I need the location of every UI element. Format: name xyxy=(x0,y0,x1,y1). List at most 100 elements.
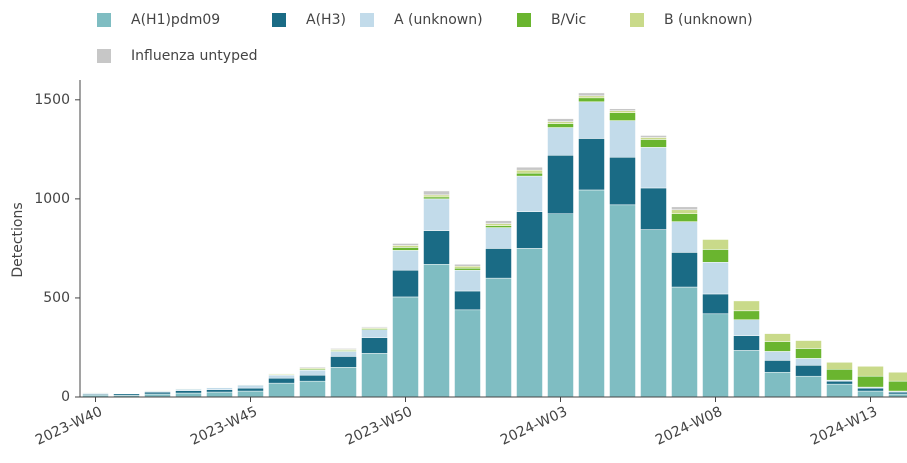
bar-segment xyxy=(206,391,233,398)
bar-segment xyxy=(361,353,388,398)
bar-segment xyxy=(423,264,450,398)
bar-segment xyxy=(671,213,698,222)
x-tick-label: 2023-W45 xyxy=(188,404,260,449)
bar-segment xyxy=(454,267,481,271)
bar-segment xyxy=(392,269,419,298)
bar-segment xyxy=(764,341,791,352)
bar-segment xyxy=(454,269,481,292)
bar-segment xyxy=(702,313,729,398)
legend-label: Influenza untyped xyxy=(131,48,257,64)
bar-segment xyxy=(547,121,574,124)
legend-label: A(H3) xyxy=(306,12,346,28)
bar-segment xyxy=(237,390,264,398)
bar-segment xyxy=(640,187,667,230)
bar-segment xyxy=(330,348,357,350)
bar-segment xyxy=(826,369,853,381)
bar-segment xyxy=(423,190,450,196)
bar-segment xyxy=(609,108,636,111)
bar-segment xyxy=(795,365,822,377)
bar-segment xyxy=(795,348,822,359)
x-tick-label: 2024-W13 xyxy=(808,404,880,449)
y-axis-label: Detections xyxy=(10,202,26,277)
bar-segment xyxy=(206,387,233,390)
x-tick-label: 2023-W40 xyxy=(33,404,105,449)
bar-segment xyxy=(671,209,698,214)
bar-segment xyxy=(578,97,605,103)
bar-segment xyxy=(268,382,295,398)
bar-segment xyxy=(702,239,729,250)
bar-segment xyxy=(516,166,543,171)
legend-label: B (unknown) xyxy=(664,12,753,28)
bar-segment xyxy=(206,389,233,393)
bar-segment xyxy=(392,243,419,246)
bar-segment xyxy=(392,247,419,251)
bar-segment xyxy=(299,380,326,398)
bar-segment xyxy=(702,249,729,263)
bar-segment xyxy=(857,375,884,388)
bar-segment xyxy=(237,384,264,389)
bar-segment xyxy=(392,245,419,248)
bar-segment xyxy=(764,371,791,398)
bar-segment xyxy=(516,169,543,174)
bar-segment xyxy=(175,390,202,394)
bar-segment xyxy=(826,362,853,370)
bar-segment xyxy=(888,371,907,382)
bar-segment xyxy=(578,189,605,398)
bar-segment xyxy=(392,296,419,398)
bar-segment xyxy=(671,206,698,211)
x-tick-label: 2024-W03 xyxy=(498,404,570,449)
bar-segment xyxy=(268,377,295,384)
bar-segment xyxy=(361,329,388,338)
bar-segment xyxy=(299,374,326,382)
bar-segment xyxy=(485,277,512,398)
bar-segment xyxy=(702,262,729,295)
y-tick-label: 500 xyxy=(43,290,70,306)
legend-swatch xyxy=(360,13,374,27)
bar-segment xyxy=(268,372,295,375)
legend-swatch xyxy=(517,13,531,27)
bar-segment xyxy=(392,250,419,271)
bar-segment xyxy=(516,248,543,398)
bar-segment xyxy=(423,198,450,231)
bar-segment xyxy=(454,290,481,311)
bar-segment xyxy=(640,147,667,189)
bar-segment xyxy=(888,380,907,392)
legend-swatch xyxy=(630,13,644,27)
bar-segment xyxy=(826,383,853,398)
bar-segment xyxy=(175,392,202,398)
bar-segment xyxy=(547,155,574,214)
bar-segment xyxy=(733,300,760,312)
bar-segment xyxy=(547,123,574,128)
bar-segment xyxy=(516,172,543,177)
legend-swatch xyxy=(272,13,286,27)
bar-segment xyxy=(516,211,543,249)
bar-segment xyxy=(423,194,450,198)
bar-segment xyxy=(330,356,357,368)
bar-segment xyxy=(485,248,512,279)
bar-segment xyxy=(423,196,450,200)
bar-segment xyxy=(609,204,636,398)
bar-segment xyxy=(795,375,822,398)
bar-segment xyxy=(454,309,481,398)
legend-label: A (unknown) xyxy=(394,12,483,28)
bar-segment xyxy=(609,112,636,121)
x-tick-label: 2023-W50 xyxy=(343,404,415,449)
bar-segment xyxy=(330,367,357,398)
bar-segment xyxy=(795,358,822,366)
bar-segment xyxy=(237,387,264,392)
bar-segment xyxy=(485,225,512,228)
bar-segment xyxy=(764,333,791,342)
bar-segment xyxy=(857,366,884,377)
y-tick-label: 1000 xyxy=(34,191,70,207)
bar-segment xyxy=(144,391,171,395)
bar-segment xyxy=(485,227,512,249)
bar-segment xyxy=(299,367,326,369)
bar-segment xyxy=(857,390,884,398)
bar-segment xyxy=(547,118,574,122)
bar-segment xyxy=(764,360,791,373)
bar-segment xyxy=(640,135,667,138)
bar-segment xyxy=(485,223,512,226)
legend-label: A(H1)pdm09 xyxy=(131,12,220,28)
bar-segment xyxy=(578,138,605,191)
bar-segment xyxy=(702,293,729,315)
